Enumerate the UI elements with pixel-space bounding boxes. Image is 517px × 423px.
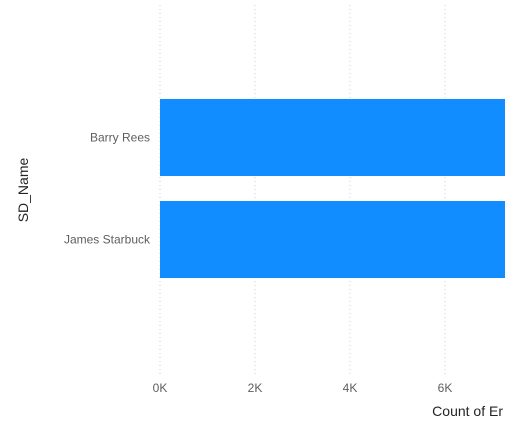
x-tick-label: 0K [153,381,168,395]
x-tick-label: 4K [343,381,358,395]
x-tick-label: 2K [248,381,263,395]
bar-barry-rees[interactable] [160,99,505,176]
category-label: James Starbuck [64,233,151,247]
gridlines [159,5,446,375]
x-tick-labels: 0K 2K 4K 6K [153,381,453,395]
category-labels: Barry Rees James Starbuck [64,131,151,247]
bar-james-starbuck[interactable] [160,201,505,278]
y-axis-title: SD_Name [15,158,31,223]
category-label: Barry Rees [90,131,150,145]
x-tick-label: 6K [438,381,453,395]
x-axis-title: Count of Er [432,403,503,419]
bars [160,99,505,278]
